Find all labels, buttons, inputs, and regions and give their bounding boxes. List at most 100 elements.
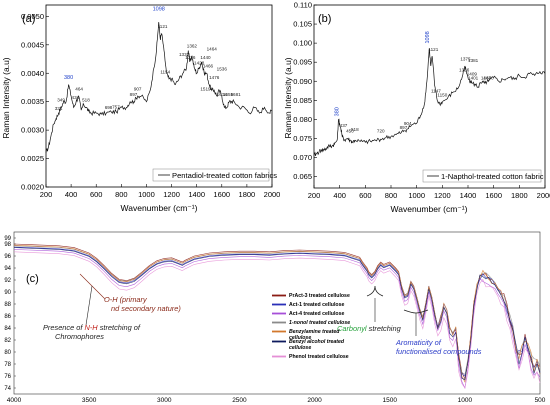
panel-c-label: (c) [26,273,39,285]
y-tick-label: 0.075 [293,134,312,143]
peak-label: 698 [105,105,113,110]
peak-label: 1659 [223,92,234,97]
oh-annotation-text: O-H (primary nd secondary nature) [104,295,181,313]
y-tick-label: 99 [4,236,11,242]
peak-label: 464 [75,86,83,91]
peak-label: 349 [57,98,65,103]
panel-a: Raman Intensity (a.u) 0.0020 0.0025 0.0030… [1,4,280,213]
x-tick-label: 1800 [239,190,256,199]
panel-b-x-ticks: 200 400 600 800 1000 1200 1400 1600 1800 2000 [308,185,550,200]
ftir-series-line [13,247,541,381]
x-tick-label: 1400 [460,191,477,200]
y-tick-label: 86 [4,314,11,320]
legend-label: Phenol treated cellulose [289,354,349,360]
panel-c-annotation-nh: Presence of N-H stretching of Chromophor… [43,285,141,341]
legend-label: 1-nonol treated cellulose [289,320,350,326]
y-tick-label: 0.070 [293,153,312,162]
peak-label: 757 [112,105,120,110]
y-tick-label: 90 [4,290,11,296]
panel-c-spectra [13,243,541,389]
peak-label: 1121 [158,24,168,29]
peak-label: 1098 [425,31,431,43]
panel-b-legend: 1-Napthol-treated cotton fabric [422,169,544,183]
legend-label: Benzyl alcohol treated cellulose [289,339,345,351]
ftir-series-line [13,249,541,389]
panel-b-xlabel: Wavenumber (cm⁻¹) [391,204,468,214]
ftir-series-line [13,246,541,377]
x-tick-label: 800 [115,190,128,199]
peak-label: 1409 [467,72,478,77]
peak-label: 380 [335,107,341,116]
legend-label: PrAct-3 treated cellulose [289,293,350,299]
panel-b-frame [313,4,546,189]
panel-b-ylabel: Raman Intensity (a.u) [283,57,293,138]
x-tick-label: 800 [385,191,398,200]
x-tick-label: 400 [333,191,346,200]
y-tick-label: 0.090 [293,77,312,86]
peak-label: 518 [351,127,359,132]
peak-label: 1468 [481,75,492,80]
x-tick-label: 1600 [485,191,502,200]
panel-b: Raman Intensity (a.u) 0.065 0.070 0.075 0.0… [283,1,550,215]
peak-label: 380 [64,75,73,81]
panel-a-xlabel: Wavenumber (cm⁻¹) [121,203,198,213]
x-tick-label: 3500 [82,397,97,404]
peak-label: 1614 [217,92,228,97]
panel-a-ylabel: Raman Intensity (a.u) [1,57,11,138]
x-tick-label: 400 [65,190,78,199]
peak-label: 904 [404,121,412,126]
peak-label: 437 [340,123,348,128]
x-tick-label: 1000 [138,190,155,199]
panel-c-frame [13,231,541,395]
panel-c-annotation-aromaticity: Aromaticity of functionalised compounds [395,309,482,356]
panel-a-label: (a) [22,13,35,25]
peak-label: 1440 [200,55,211,60]
panel-c-legend: PrAct-3 treated cellulose Act-1 treated c… [272,293,350,360]
y-tick-label: 0.080 [293,115,312,124]
y-tick-label: 84 [4,326,11,332]
y-tick-label: 94 [4,266,11,272]
y-tick-label: 78 [4,362,11,368]
panel-a-y-ticks: 0.0020 0.0025 0.0030 0.0035 0.0040 0.0045 0.00… [21,12,49,192]
panel-a-legend-label: Pentadiol-treated cotton fabrics [172,171,277,180]
x-tick-label: 1200 [434,191,451,200]
y-tick-label: 0.065 [293,172,312,181]
peak-label: 1536 [217,66,228,71]
peak-label: 1519 [200,86,211,91]
x-tick-label: 1500 [382,397,397,404]
x-tick-label: 4000 [7,397,22,404]
x-tick-label: 1200 [163,190,180,199]
peak-label: 1332 [179,52,190,57]
peak-label: 1381 [468,58,479,63]
legend-label: Benzylamine treated cellulose [289,329,340,341]
x-tick-label: 1400 [188,190,205,199]
y-tick-label: 74 [4,386,11,392]
peak-label: 1401 [468,75,479,80]
panel-c-annotation-oh: O-H (primary nd secondary nature) [79,273,181,313]
y-tick-label: 98 [4,242,11,248]
peak-label: 897 [130,92,138,97]
peak-label: 1681 [230,92,241,97]
x-tick-label: 2000 [537,191,550,200]
x-tick-label: 1800 [511,191,528,200]
peak-label: 1150 [437,93,447,98]
carbonyl-annotation-text: Carbonyl stretching [337,324,402,333]
legend-label: Act-1 treated cellulose [289,302,344,308]
y-tick-label: 82 [4,338,11,344]
panel-a-legend: Pentadiol-treated cotton fabrics [152,168,277,182]
peak-label: 434 [72,95,80,100]
peak-label: 1464 [207,47,218,52]
x-tick-label: 500 [535,397,546,404]
y-tick-label: 92 [4,278,11,284]
panel-a-frame [45,4,273,188]
peak-label: 334 [55,106,63,111]
y-tick-label: 0.0020 [21,183,44,192]
peak-label: 1470 [483,75,494,80]
peak-label: 1336 [459,68,470,73]
y-tick-label: 0.095 [293,58,312,67]
peak-label: 1466 [203,64,214,69]
